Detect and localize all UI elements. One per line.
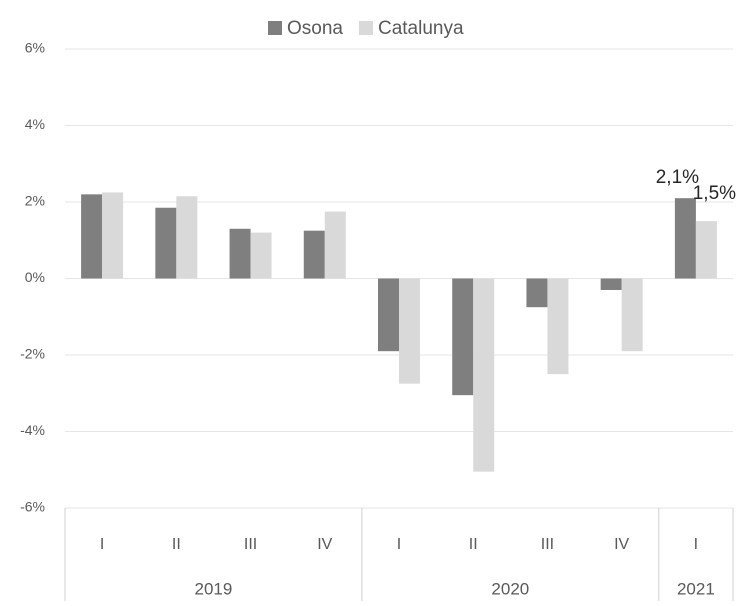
y-tick-label: 6%	[25, 40, 45, 56]
value-label: 1,5%	[693, 183, 736, 204]
group-label: 2020	[491, 579, 529, 598]
bar	[176, 196, 198, 279]
bar	[378, 278, 399, 352]
bar	[600, 278, 622, 290]
group-label: 2019	[195, 579, 233, 598]
x-tick-label: I	[397, 536, 401, 553]
bar	[324, 211, 346, 279]
bar	[229, 228, 251, 279]
x-tick-label: III	[541, 536, 554, 553]
y-tick-label: -2%	[20, 346, 45, 362]
group-label: 2021	[677, 579, 715, 598]
x-tick-label: I	[694, 536, 698, 553]
bar	[695, 221, 717, 279]
legend-label: Catalunya	[378, 18, 464, 39]
y-tick-label: 2%	[25, 193, 45, 209]
bar	[473, 278, 495, 472]
value-label: 2,1%	[656, 167, 699, 188]
bar	[102, 192, 124, 279]
legend-label: Osona	[287, 18, 343, 39]
x-tick-label: IV	[317, 536, 332, 553]
y-tick-label: 0%	[25, 269, 45, 285]
legend-swatch	[358, 21, 373, 35]
x-tick-label: III	[244, 536, 257, 553]
bar	[155, 207, 177, 279]
y-tick-label: 4%	[25, 116, 45, 132]
y-tick-label: -4%	[20, 422, 45, 438]
bar	[526, 278, 548, 308]
bar	[303, 230, 325, 279]
x-tick-label: I	[100, 536, 104, 553]
bar	[547, 278, 569, 375]
bar	[250, 232, 272, 279]
bar	[621, 278, 643, 352]
bar	[674, 198, 696, 279]
x-tick-label: IV	[614, 536, 629, 553]
legend-swatch	[268, 21, 282, 35]
x-tick-label: II	[172, 536, 181, 553]
y-tick-label: -6%	[20, 499, 45, 515]
bar	[81, 194, 103, 279]
bar	[452, 278, 474, 396]
bar	[399, 278, 420, 384]
x-tick-label: II	[469, 536, 478, 553]
